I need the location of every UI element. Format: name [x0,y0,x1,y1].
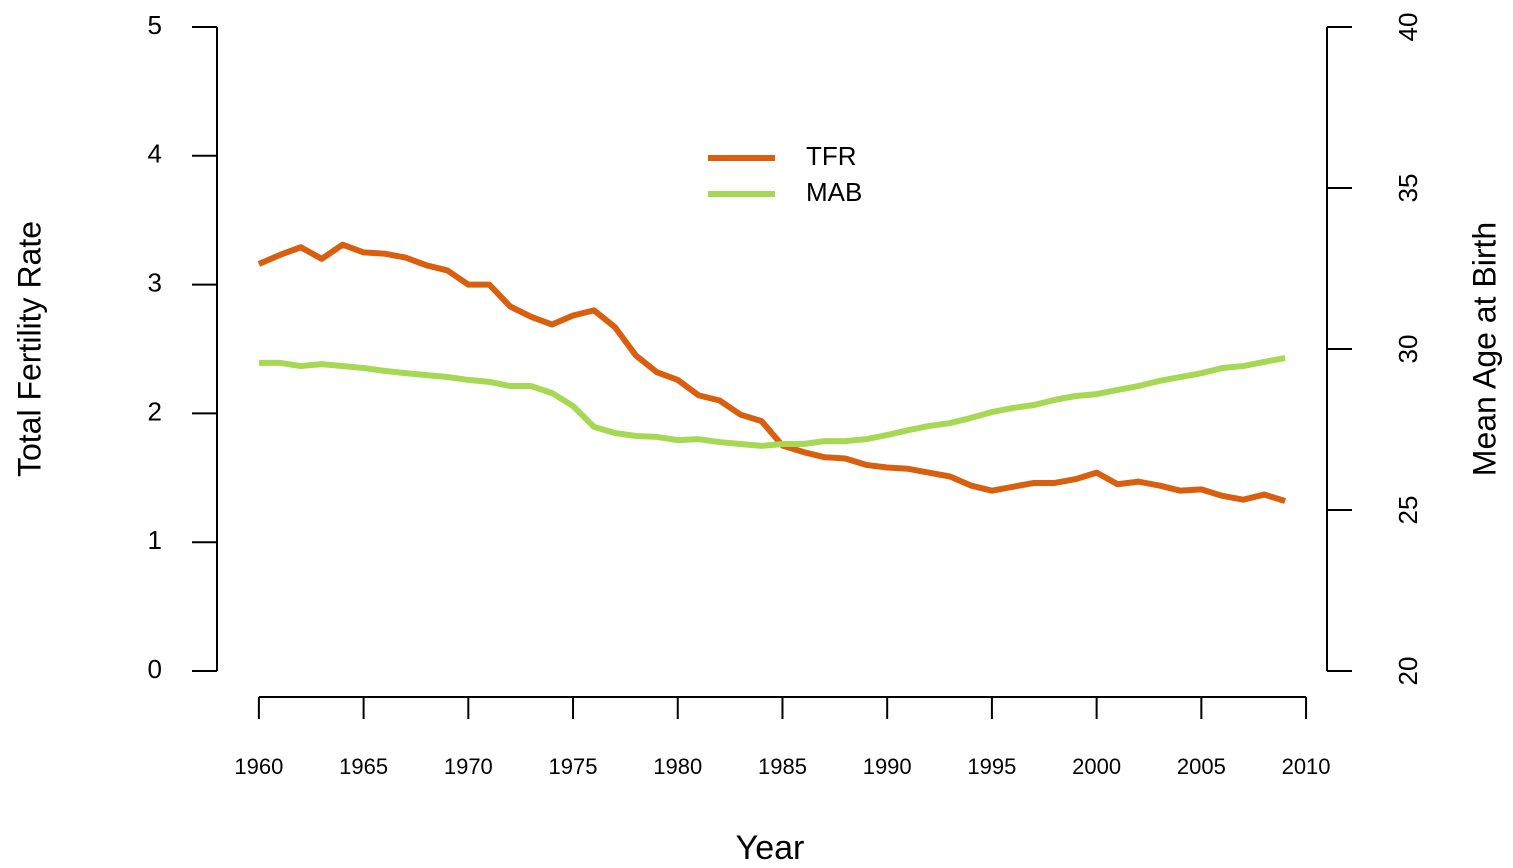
y-tick-label: 5 [148,10,162,40]
x-tick-label: 2005 [1177,754,1226,779]
y-tick-label: 1 [148,525,162,555]
x-tick-label: 1990 [863,754,912,779]
y2-tick-label: 40 [1393,13,1423,42]
y2-axis-title: Mean Age at Birth [1466,222,1502,476]
y2-tick-label: 20 [1393,657,1423,686]
y-tick-label: 0 [148,654,162,684]
series-line [258,355,1286,449]
y-tick-label: 3 [148,267,162,297]
x-tick-label: 2000 [1072,754,1121,779]
x-tick-label: 2010 [1282,754,1331,779]
x-axis-title: Year [736,829,805,867]
x-tick-label: 1975 [549,754,598,779]
legend-label: TFR [806,141,857,171]
y2-tick-label: 30 [1393,335,1423,364]
x-tick-label: 1980 [653,754,702,779]
y2-tick-label: 35 [1393,174,1423,203]
y-axis-title: Total Fertility Rate [11,221,47,477]
x-tick-label: 1995 [967,754,1016,779]
y2-tick-label: 25 [1393,496,1423,525]
series-line [257,241,1286,504]
y-tick-label: 2 [148,396,162,426]
x-tick-label: 1965 [339,754,388,779]
x-tick-label: 1985 [758,754,807,779]
x-tick-label: 1970 [444,754,493,779]
y-tick-label: 4 [148,139,162,169]
x-tick-label: 1960 [234,754,283,779]
legend-label: MAB [806,177,862,207]
